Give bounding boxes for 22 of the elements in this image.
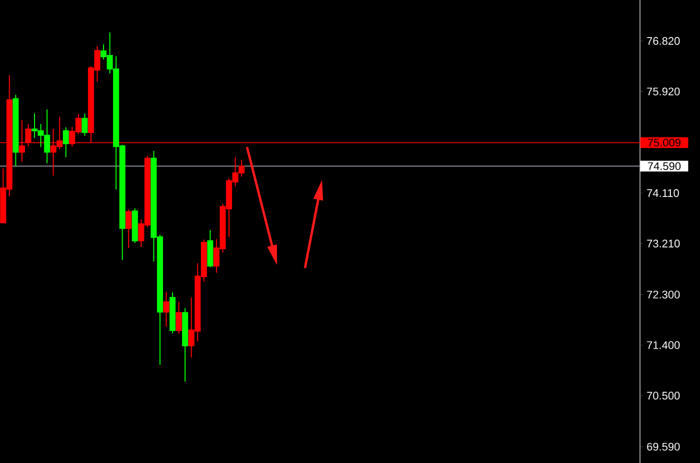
candlestick (82, 112, 88, 136)
ref-line-label: 75.009 (648, 138, 680, 146)
candlestick (163, 291, 170, 328)
candlestick (132, 208, 138, 244)
candlestick (62, 126, 69, 158)
candlestick (12, 94, 19, 167)
y-tick-label: 69.590 (647, 442, 680, 451)
y-tick-label: 71.400 (647, 341, 680, 350)
candlestick (170, 292, 176, 334)
y-tick-label: 70.500 (647, 392, 680, 400)
candlestick (18, 120, 25, 162)
candlestick (182, 308, 188, 382)
y-tick-label: 73.210 (647, 240, 680, 248)
ref-line-label: 74.590 (648, 162, 681, 170)
y-tick-label: 76.820 (647, 37, 680, 45)
y-tick-label: 72.300 (647, 290, 680, 299)
candlestick (126, 208, 132, 249)
y-tick-label: 74.110 (647, 189, 679, 197)
candlestick (207, 230, 214, 268)
y-tick-label: 75.920 (647, 88, 680, 96)
candlestick (25, 124, 32, 147)
candlestick (176, 301, 182, 334)
